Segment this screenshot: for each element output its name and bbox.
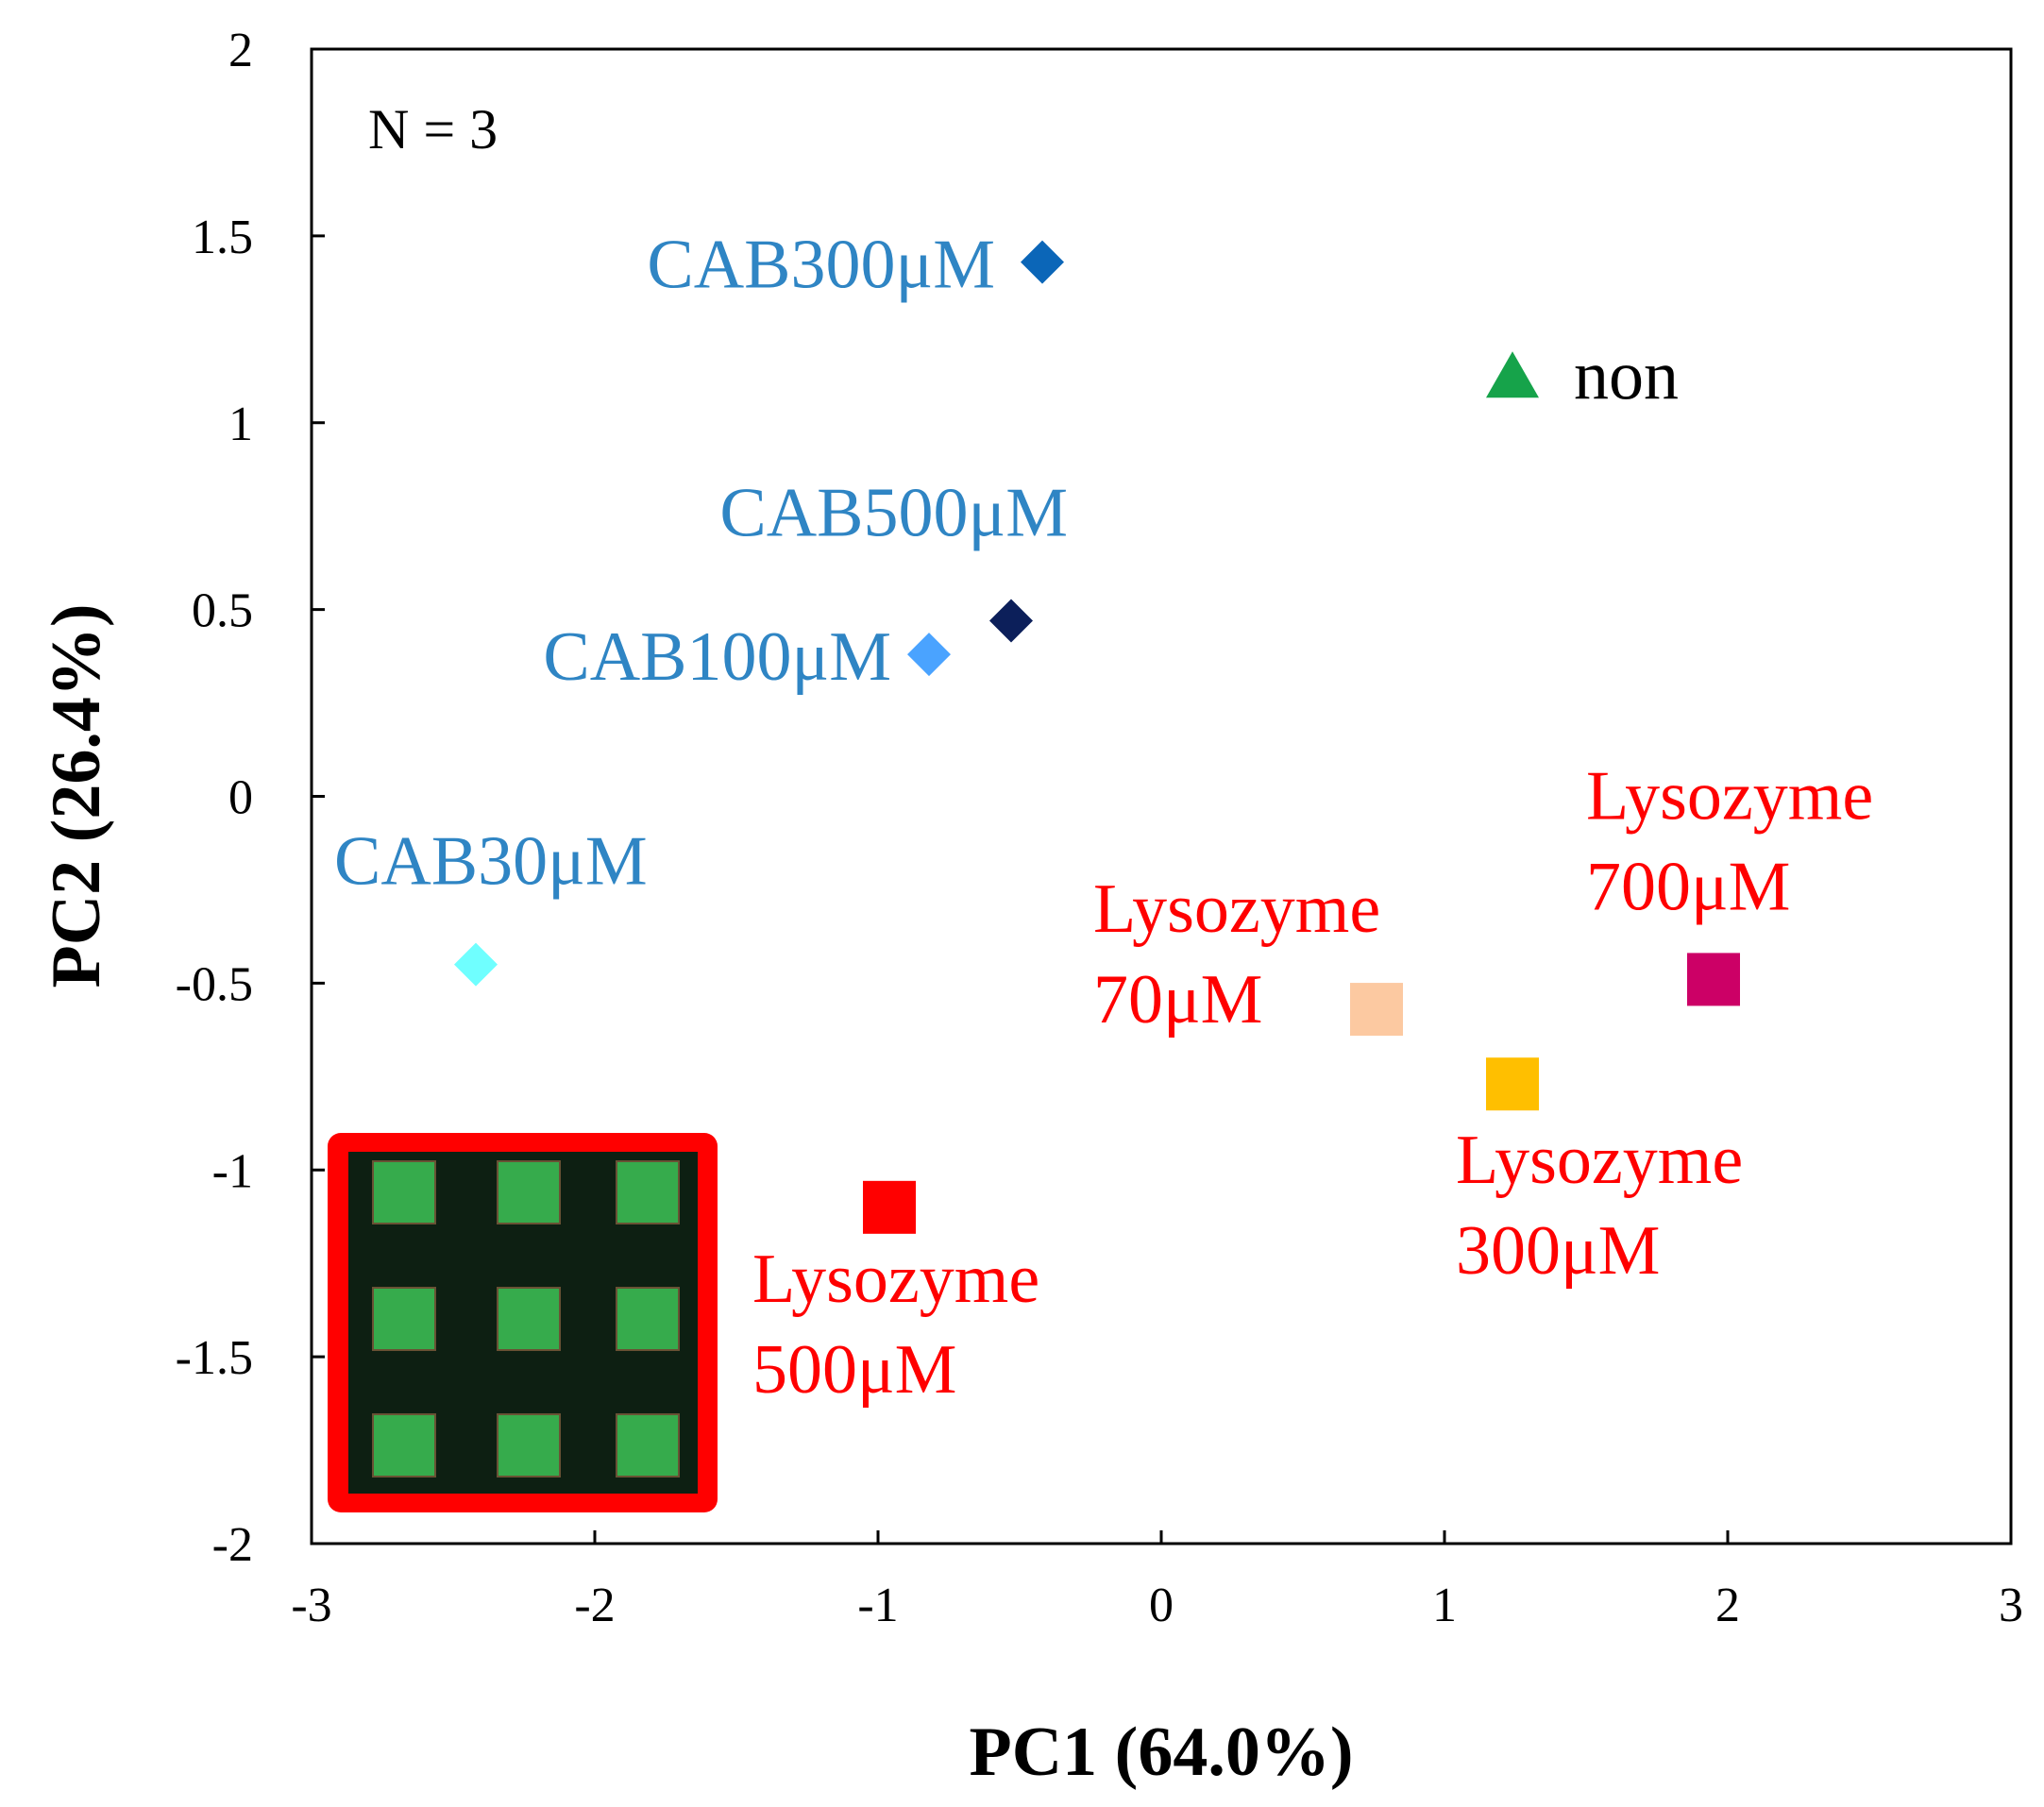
microarray-inset-image <box>328 1133 718 1512</box>
inset-spot <box>497 1287 561 1351</box>
x-tick-label: 3 <box>1999 1579 2023 1632</box>
x-axis-title: PC1 (64.0%) <box>970 1714 1354 1791</box>
marker-diamond <box>989 599 1033 643</box>
marker-diamond <box>454 942 498 987</box>
y-tick-label: 1.5 <box>192 211 253 264</box>
point-label-line: 70μM <box>1093 961 1262 1039</box>
inset-spot <box>372 1160 436 1224</box>
point-label: Lysozyme 300μM <box>1456 1122 1743 1290</box>
inset-spot-grid <box>372 1160 680 1478</box>
point-label: CAB500μM <box>719 474 1068 551</box>
inset-spot <box>616 1413 680 1478</box>
y-tick-label: -0.5 <box>176 957 253 1011</box>
point-label: CAB300μM <box>647 227 995 304</box>
point-label: Lysozyme 500μM <box>752 1241 1039 1409</box>
sample-count-annotation: N = 3 <box>368 98 498 160</box>
y-tick-label: 0.5 <box>192 584 253 638</box>
x-tick-label: 1 <box>1432 1579 1457 1632</box>
y-tick-label: 0 <box>228 771 253 825</box>
point-label-line: 500μM <box>752 1331 956 1409</box>
y-tick-label: -1 <box>212 1144 253 1198</box>
y-tick-label: 1 <box>228 397 253 451</box>
axis-tick-labels: -3 -2 -1 0 1 2 3 -2 -1.5 -1 -0.5 0 0.5 1 1.5 2 <box>176 24 2023 1632</box>
x-tick-label: 2 <box>1715 1579 1740 1632</box>
y-tick-label: -1.5 <box>176 1331 253 1385</box>
marker-diamond <box>1021 240 1064 284</box>
marker-square <box>1350 983 1403 1037</box>
point-label-line: Lysozyme <box>1093 870 1380 948</box>
point-label-line: Lysozyme <box>752 1241 1039 1318</box>
inset-spot <box>616 1160 680 1224</box>
point-label-line: CAB500μM <box>719 474 1068 551</box>
marker-square <box>863 1180 916 1234</box>
inset-spot <box>497 1413 561 1478</box>
point-label: Lysozyme 700μM <box>1586 757 1873 925</box>
x-tick-label: -3 <box>291 1579 331 1632</box>
point-label-line: CAB100μM <box>543 618 891 696</box>
y-tick-label: 2 <box>228 24 253 77</box>
point-label-line: Lysozyme <box>1586 757 1873 835</box>
inset-spot <box>497 1160 561 1224</box>
x-tick-label: -2 <box>574 1579 615 1632</box>
x-tick-label: -1 <box>857 1579 898 1632</box>
point-label: Lysozyme 70μM <box>1093 870 1380 1039</box>
inset-spot <box>372 1413 436 1478</box>
point-label-line: non <box>1574 337 1679 414</box>
inset-spot <box>616 1287 680 1351</box>
marker-square <box>1687 953 1740 1006</box>
data-point-labels: CAB30μM CAB100μM CAB300μM CAB500μM non Lysozy… <box>334 227 1873 1409</box>
inset-spot <box>372 1287 436 1351</box>
point-label: CAB100μM <box>543 618 891 696</box>
point-label: CAB30μM <box>334 823 648 901</box>
y-axis-title: PC2 (26.4%) <box>38 604 115 988</box>
point-label-line: CAB300μM <box>647 227 995 304</box>
point-label-line: CAB30μM <box>334 823 648 901</box>
point-label: non <box>1574 337 1679 414</box>
x-tick-label: 0 <box>1149 1579 1174 1632</box>
y-tick-label: -2 <box>212 1518 253 1572</box>
point-label-line: 300μM <box>1456 1212 1660 1290</box>
data-markers <box>454 240 1740 1234</box>
marker-triangle <box>1486 351 1539 398</box>
axis-ticks <box>310 47 2013 1545</box>
marker-square <box>1486 1057 1539 1111</box>
marker-diamond <box>907 633 951 677</box>
point-label-line: 700μM <box>1586 848 1790 925</box>
point-label-line: Lysozyme <box>1456 1122 1743 1199</box>
